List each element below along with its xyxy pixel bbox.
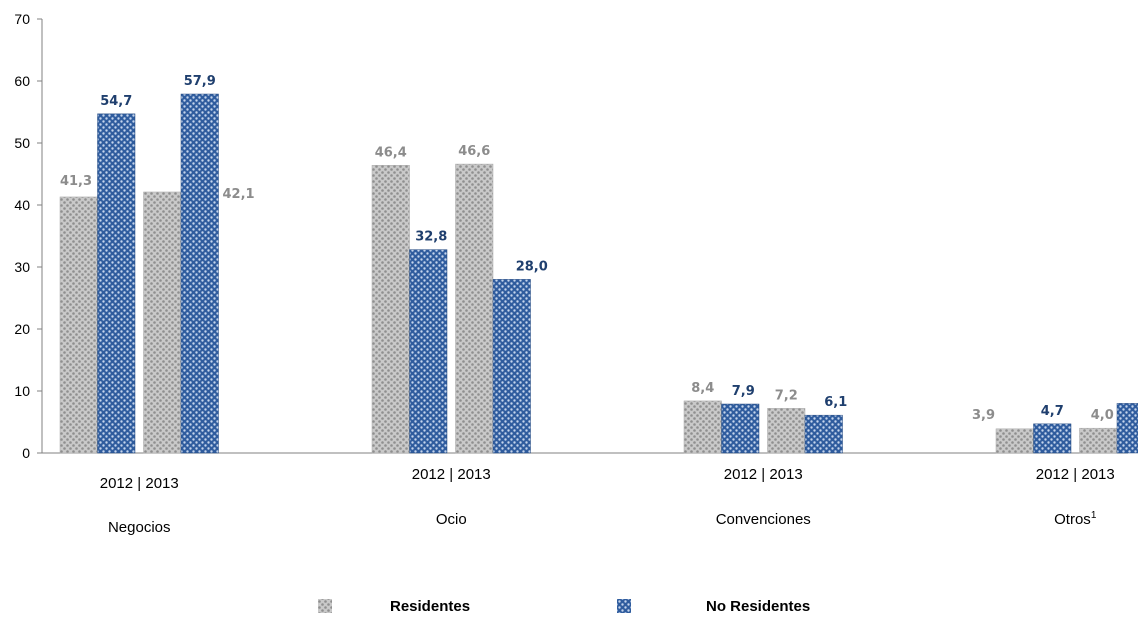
bar-residentes-2012 bbox=[371, 165, 410, 454]
category-label-0: Negocios bbox=[108, 519, 171, 536]
year-pair-label: 2012 | 2013 bbox=[724, 466, 803, 483]
bar-no-residentes-2013 bbox=[492, 279, 531, 454]
year-pair-label: 2012 | 2013 bbox=[1036, 466, 1115, 483]
data-label-residentes-2012: 8,4 bbox=[691, 381, 714, 396]
y-tick-label: 20 bbox=[14, 321, 30, 337]
legend-no-residentes-swatch bbox=[617, 599, 631, 613]
bar-residentes-2012 bbox=[59, 196, 98, 454]
y-tick-label: 10 bbox=[14, 383, 30, 399]
legend-residentes-swatch bbox=[318, 599, 332, 613]
y-tick-label: 30 bbox=[14, 259, 30, 275]
data-label-residentes-2012: 46,4 bbox=[375, 145, 407, 160]
data-label-residentes-2013: 46,6 bbox=[458, 144, 490, 159]
bar-no-residentes-2013 bbox=[1116, 403, 1138, 454]
bar-no-residentes-2012 bbox=[1033, 423, 1072, 454]
bar-no-residentes-2012 bbox=[721, 403, 760, 454]
bars bbox=[59, 93, 1138, 454]
data-label-no-residentes-2012: 54,7 bbox=[100, 94, 132, 109]
bar-residentes-2013 bbox=[1079, 427, 1118, 454]
category-label-2: Convenciones bbox=[716, 511, 811, 528]
axes: 0 10 20 30 40 50 60 70 bbox=[14, 11, 1128, 461]
bar-residentes-2012 bbox=[683, 400, 722, 454]
bar-residentes-2013 bbox=[143, 191, 182, 454]
data-label-residentes-2013: 7,2 bbox=[775, 388, 798, 403]
data-label-residentes-2012: 3,9 bbox=[972, 408, 995, 423]
data-label-no-residentes-2012: 4,7 bbox=[1041, 404, 1064, 419]
legend-no-residentes-label: No Residentes bbox=[706, 598, 810, 615]
bar-no-residentes-2013 bbox=[804, 414, 843, 454]
data-label-no-residentes-2013: 57,9 bbox=[184, 74, 216, 89]
data-label-no-residentes-2012: 32,8 bbox=[415, 230, 447, 245]
data-labels: 41,3 54,7 42,1 57,9 46,4 32,8 46,6 28,0 8,4 7,9 7,… bbox=[60, 74, 1114, 423]
bar-residentes-2013 bbox=[767, 408, 806, 454]
y-tick-label: 0 bbox=[22, 445, 30, 461]
bar-residentes-2012 bbox=[995, 428, 1034, 454]
year-pair-label: 2012 | 2013 bbox=[100, 475, 179, 492]
data-label-no-residentes-2012: 7,9 bbox=[732, 384, 755, 399]
data-label-residentes-2013: 4,0 bbox=[1091, 408, 1114, 423]
data-label-residentes-2012: 41,3 bbox=[60, 174, 92, 189]
data-label-no-residentes-2013: 6,1 bbox=[824, 395, 847, 410]
bar-no-residentes-2013 bbox=[180, 93, 219, 454]
data-label-residentes-2013: 42,1 bbox=[223, 187, 255, 202]
bar-no-residentes-2012 bbox=[97, 113, 136, 454]
bar-residentes-2013 bbox=[455, 163, 494, 454]
category-label-3: Otros1 bbox=[1054, 510, 1097, 528]
superscript-note: 1 bbox=[1091, 510, 1097, 521]
year-pair-label: 2012 | 2013 bbox=[412, 466, 491, 483]
y-tick-label: 50 bbox=[14, 135, 30, 151]
category-label-1: Ocio bbox=[436, 511, 467, 528]
y-tick-label: 70 bbox=[14, 11, 30, 27]
legend-residentes-label: Residentes bbox=[390, 598, 470, 615]
x-axis-labels: 2012 | 2013 Negocios 2012 | 2013 Ocio 2012 |… bbox=[100, 466, 1115, 536]
y-tick-label: 60 bbox=[14, 73, 30, 89]
bar-no-residentes-2012 bbox=[409, 249, 448, 454]
y-tick-label: 40 bbox=[14, 197, 30, 213]
data-label-no-residentes-2013: 28,0 bbox=[516, 259, 548, 274]
legend: Residentes No Residentes bbox=[318, 598, 810, 615]
